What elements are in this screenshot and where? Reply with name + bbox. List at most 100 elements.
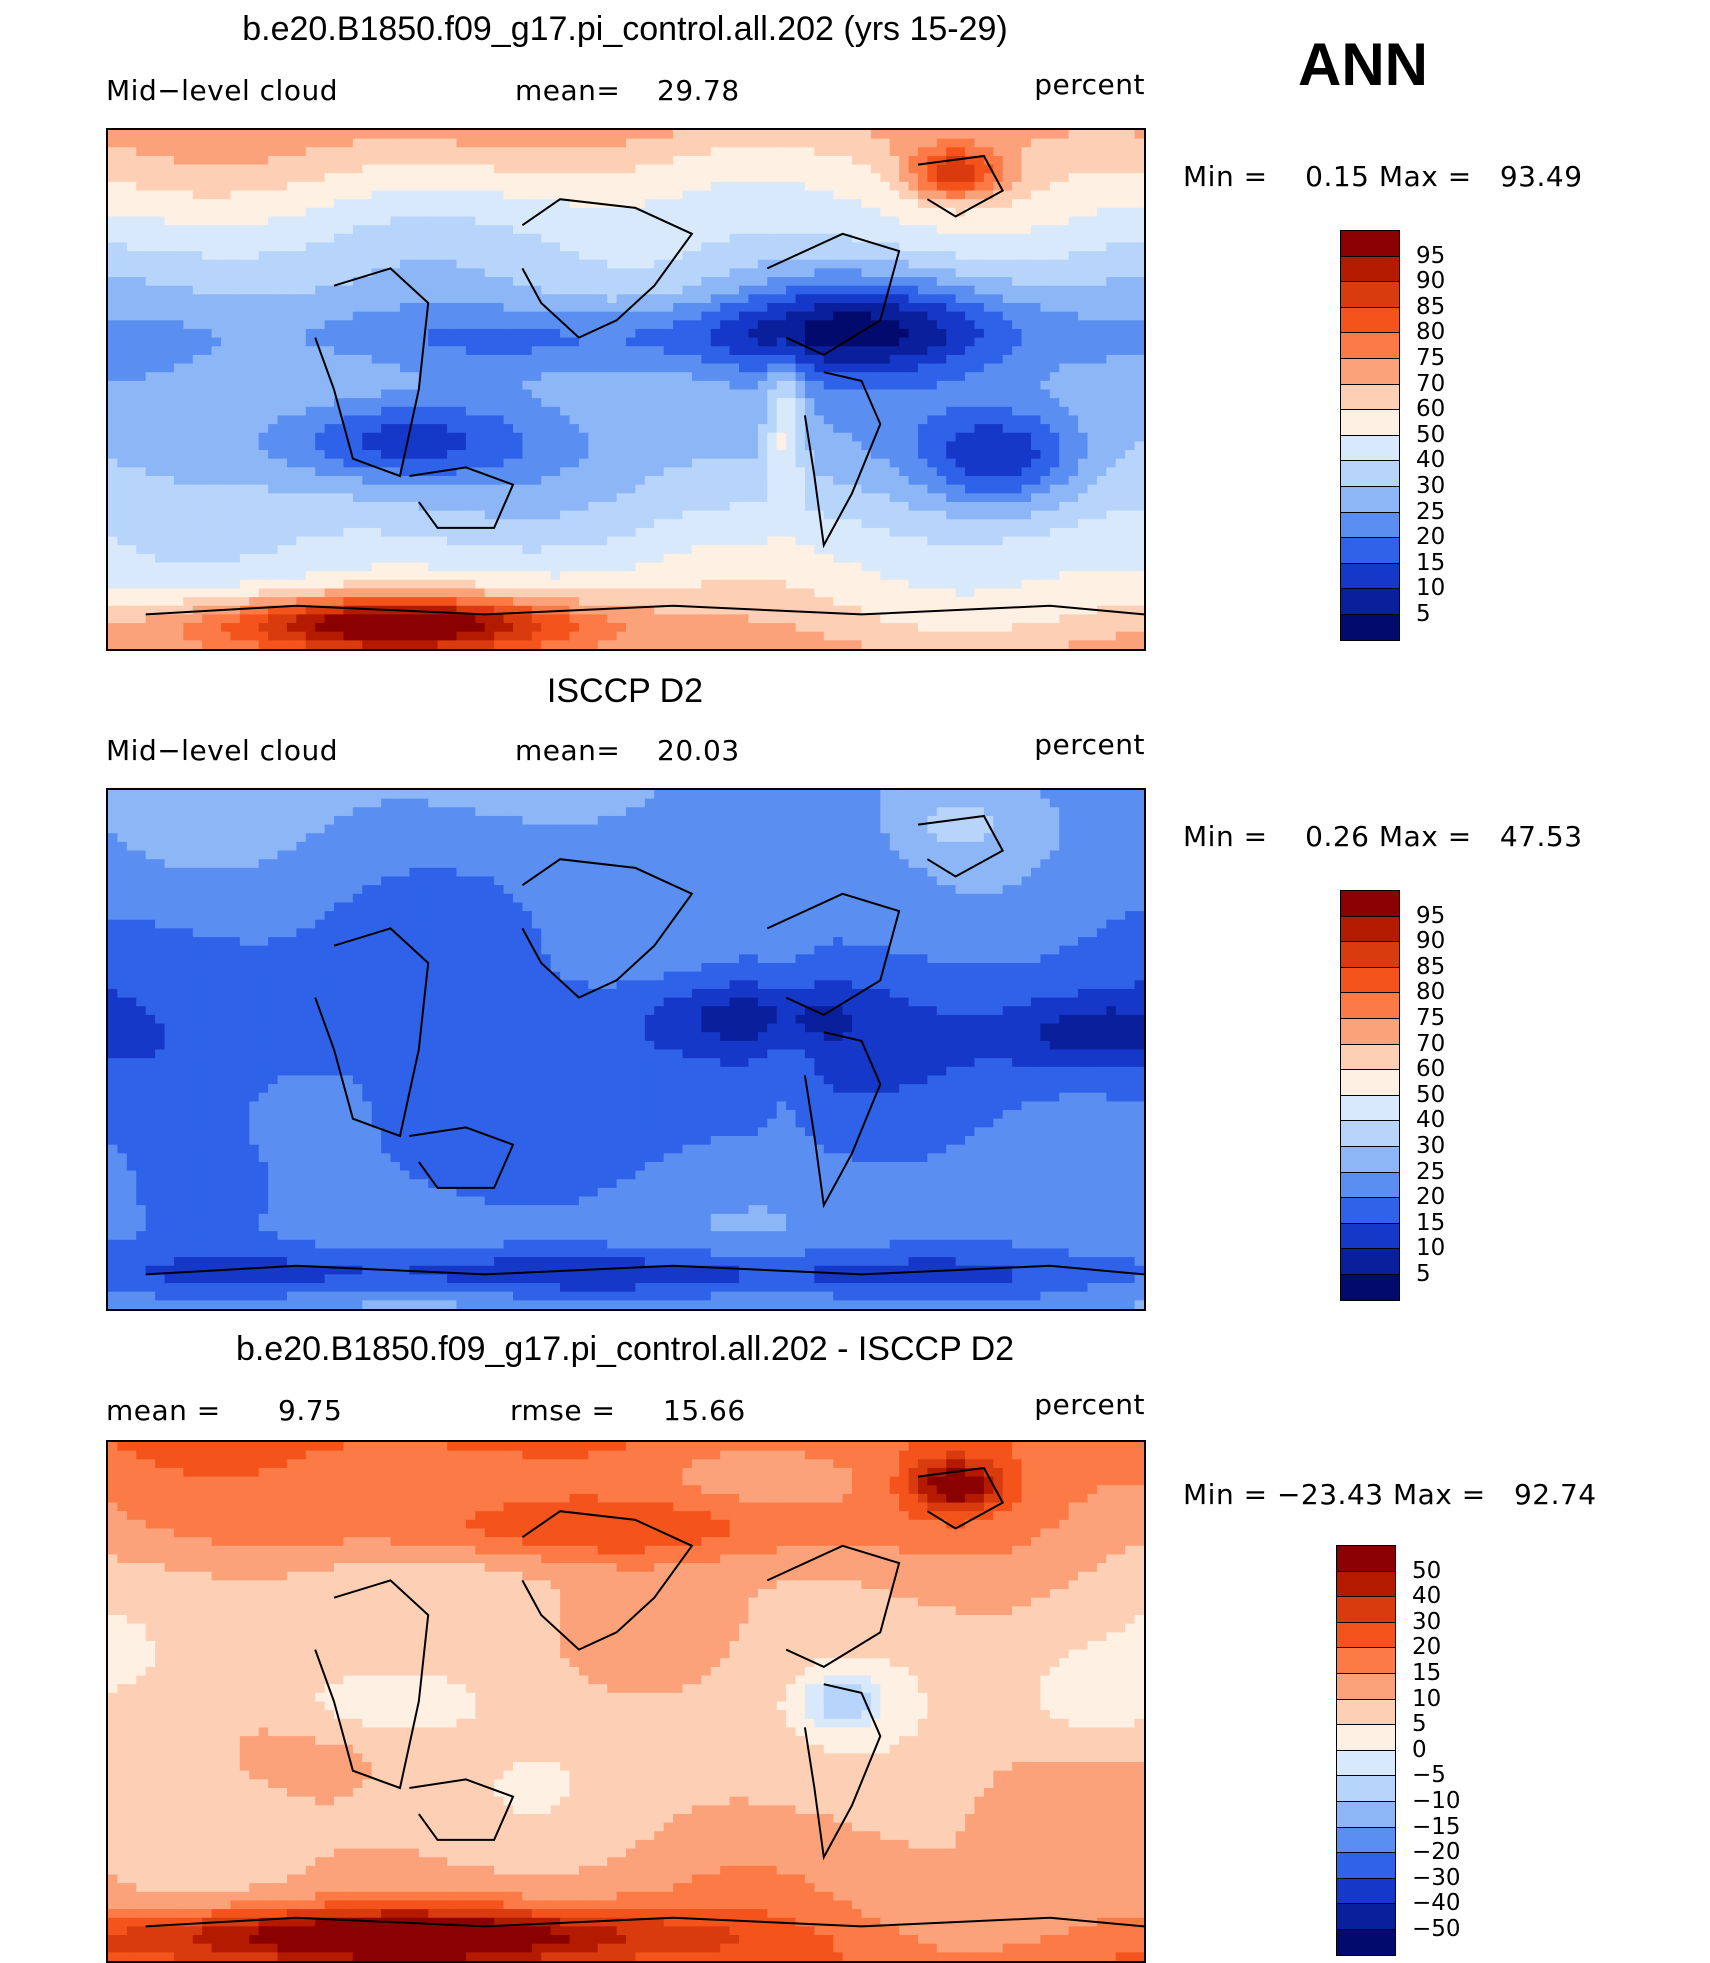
map-cell (409, 415, 420, 425)
map-cell (786, 138, 797, 148)
map-cell (1106, 406, 1117, 417)
map-cell (739, 441, 750, 451)
map-cell (550, 147, 561, 157)
map-cell (663, 268, 674, 278)
map-cell (578, 164, 589, 174)
map-cell (145, 277, 156, 287)
map-cell (1096, 493, 1107, 503)
map-cell (1125, 216, 1136, 226)
map-cell (569, 424, 580, 434)
map-cell (155, 432, 166, 442)
map-cell (239, 415, 250, 425)
map-cell (682, 476, 693, 486)
map-cell (842, 337, 853, 347)
map-cell (861, 207, 872, 218)
map-cell (1087, 138, 1098, 148)
map-cell (927, 458, 938, 468)
map-cell (927, 354, 938, 365)
map-cell (588, 303, 599, 313)
map-cell (569, 354, 580, 365)
map-cell (776, 147, 787, 157)
map-cell (1049, 458, 1060, 468)
map-cell (126, 181, 137, 192)
map-cell (908, 346, 919, 356)
map-cell (164, 216, 175, 226)
map-cell (381, 303, 392, 313)
map-cell (249, 424, 260, 434)
map-cell (239, 328, 250, 339)
map-cell (673, 501, 684, 512)
map-cell (1030, 441, 1041, 451)
map-cell (475, 354, 486, 365)
map-cell (249, 519, 260, 529)
map-cell (1021, 363, 1032, 373)
map-cell (701, 476, 712, 486)
map-cell (484, 294, 495, 304)
map-cell (512, 138, 523, 148)
map-cell (447, 493, 458, 503)
map-cell (465, 259, 476, 269)
map-cell (748, 259, 759, 269)
map-cell (531, 251, 542, 261)
map-cell (597, 328, 608, 339)
map-cell (202, 415, 213, 425)
map-cell (173, 510, 184, 520)
map-cell (126, 432, 137, 442)
map-cell (258, 389, 269, 399)
map-cell (654, 372, 665, 382)
map-cell (1002, 138, 1013, 148)
map-cell (315, 285, 326, 295)
map-cell (786, 320, 797, 330)
map-cell (296, 285, 307, 295)
map-cell (635, 303, 646, 313)
map-cell (917, 346, 928, 356)
map-cell (108, 450, 119, 460)
map-cell (315, 380, 326, 391)
map-cell (1125, 242, 1136, 252)
map-cell (663, 363, 674, 373)
map-cell (1049, 251, 1060, 261)
map-cell (946, 251, 957, 261)
map-cell (974, 311, 985, 321)
map-cell (644, 277, 655, 287)
map-cell (126, 406, 137, 417)
map-cell (1012, 398, 1023, 408)
map-cell (814, 380, 825, 391)
map-cell (993, 337, 1004, 347)
map-cell (512, 415, 523, 425)
map-cell (522, 424, 533, 434)
map-cell (626, 415, 637, 425)
map-cell (447, 199, 458, 209)
map-cell (1134, 450, 1144, 460)
map-cell (286, 225, 297, 235)
map-cell (1040, 225, 1051, 235)
map-cell (343, 328, 354, 339)
map-cell (1012, 181, 1023, 192)
map-cell (352, 450, 363, 460)
map-cell (663, 510, 674, 520)
map-cell (597, 138, 608, 148)
map-cell (569, 320, 580, 330)
map-cell (823, 450, 834, 460)
map-cell (626, 268, 637, 278)
map-cell (117, 450, 128, 460)
map-cell (164, 242, 175, 252)
map-cell (183, 406, 194, 417)
map-cell (352, 484, 363, 494)
map-cell (682, 458, 693, 468)
map-cell (541, 155, 552, 166)
map-cell (578, 130, 589, 140)
map-cell (814, 285, 825, 295)
map-cell (202, 164, 213, 174)
map-cell (560, 372, 571, 382)
map-cell (955, 476, 966, 486)
map-cell (456, 432, 467, 442)
map-cell (955, 380, 966, 391)
map-cell (776, 130, 787, 140)
map-cell (786, 380, 797, 391)
map-cell (588, 484, 599, 494)
map-cell (588, 476, 599, 486)
map-cell (908, 277, 919, 287)
map-cell (720, 268, 731, 278)
map-cell (277, 441, 288, 451)
